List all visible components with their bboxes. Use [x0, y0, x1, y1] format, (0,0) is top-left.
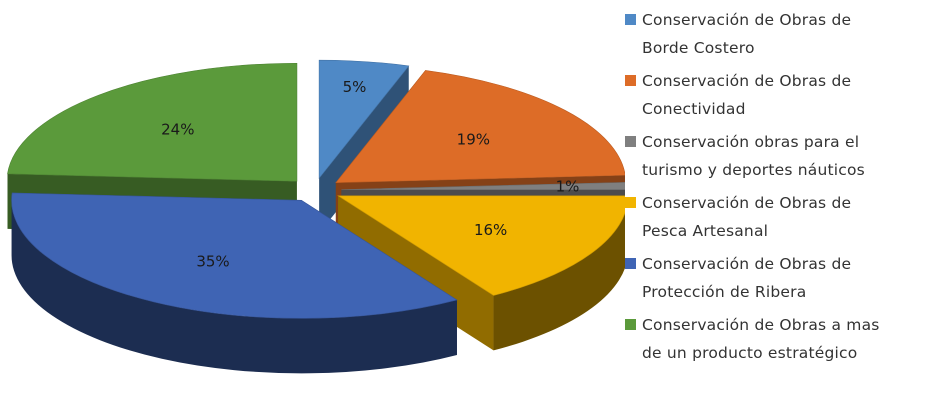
pie-slice-side	[493, 213, 625, 351]
legend-item-conectividad: Conservación de Obras de Conectividad	[625, 67, 930, 123]
pie-label-layer: 5% 19% 1% 16% 35% 24%	[161, 78, 579, 270]
pie-slice-0	[318, 59, 410, 180]
legend-swatch	[625, 258, 636, 269]
pie-slice-side	[11, 200, 457, 374]
legend-swatch	[625, 319, 636, 330]
legend-label-line1: Conservación de Obras de	[642, 11, 852, 29]
legend-swatch	[625, 197, 636, 208]
chart-legend: Conservación de Obras de Borde Costero C…	[625, 6, 930, 372]
slice-label-2: 1%	[556, 178, 580, 196]
slice-label-1: 19%	[457, 130, 490, 148]
legend-item-producto-estrategico: Conservación de Obras a mas de un produc…	[625, 311, 930, 367]
legend-swatch	[625, 75, 636, 86]
legend-swatch	[625, 14, 636, 25]
slice-label-4: 35%	[196, 252, 229, 270]
legend-item-proteccion-ribera: Conservación de Obras de Protección de R…	[625, 250, 930, 306]
legend-label-line1: Conservación obras para el	[642, 133, 860, 151]
legend-swatch	[625, 136, 636, 147]
legend-item-turismo: Conservación obras para el turismo y dep…	[625, 128, 930, 184]
pie-chart: 5% 19% 1% 16% 35% 24%	[7, 59, 625, 374]
pie-top-layer	[7, 59, 625, 319]
pie-slice-5	[7, 62, 298, 182]
legend-label-line2: Borde Costero	[642, 39, 755, 57]
legend-label-line2: Pesca Artesanal	[642, 222, 769, 240]
legend-item-borde-costero: Conservación de Obras de Borde Costero	[625, 6, 930, 62]
pie-slice-4	[11, 192, 458, 319]
slice-label-5: 24%	[161, 121, 194, 139]
pie-slice-1	[335, 70, 625, 183]
pie-slice-2	[341, 182, 625, 190]
legend-label-line2: Conectividad	[642, 100, 746, 118]
legend-label-line1: Conservación de Obras de	[642, 255, 852, 273]
pie-slice-3	[337, 195, 625, 296]
legend-item-pesca-artesanal: Conservación de Obras de Pesca Artesanal	[625, 189, 930, 245]
slice-label-3: 16%	[474, 221, 507, 239]
legend-label-line2: Protección de Ribera	[642, 283, 807, 301]
legend-label-line1: Conservación de Obras a mas	[642, 316, 880, 334]
slice-label-0: 5%	[343, 78, 367, 96]
legend-label-line1: Conservación de Obras de	[642, 72, 852, 90]
legend-label-line2: turismo y deportes náuticos	[642, 161, 865, 179]
legend-label-line1: Conservación de Obras de	[642, 194, 852, 212]
legend-label-line2: de un producto estratégico	[642, 344, 858, 362]
